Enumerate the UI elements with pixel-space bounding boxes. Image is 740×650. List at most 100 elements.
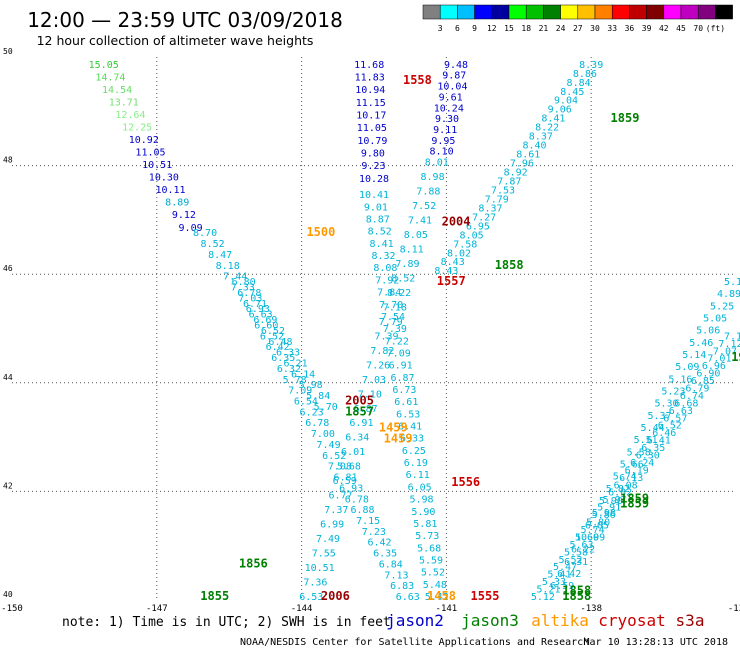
wave-height-value: 6.33 — [276, 348, 300, 359]
wave-height-value: 10.28 — [359, 174, 389, 185]
wave-height-value: 6.77 — [328, 491, 352, 502]
wave-height-value: 5.58 — [564, 547, 588, 558]
wave-height-value: 5.86 — [592, 510, 616, 521]
wave-height-value: 8.92 — [504, 168, 528, 179]
wave-height-value: 7.44 — [223, 272, 247, 283]
wave-height-value: 7.03 — [362, 375, 386, 386]
wave-height-value: 7.09 — [387, 348, 411, 359]
wave-height-value: 6.41 — [647, 436, 671, 447]
wave-height-value: 9.04 — [554, 96, 578, 107]
wave-height-value: 6.63 — [396, 592, 420, 603]
wave-height-value: 6.14 — [291, 369, 315, 380]
wave-height-value: 5.16 — [668, 374, 692, 385]
colorbar-label: 36 — [625, 24, 635, 33]
pass-time-label: 1859 — [620, 497, 649, 511]
wave-height-value: 11.68 — [354, 60, 384, 71]
pass-time-label: 1857 — [345, 404, 374, 418]
wave-height-value: 8.22 — [387, 288, 411, 299]
wave-height-value: 6.53 — [396, 409, 420, 420]
pass-time-label: 1458 — [427, 589, 456, 603]
wave-height-value: 10.30 — [149, 173, 179, 184]
wave-height-value: 5.17 — [724, 277, 740, 288]
colorbar-swatch — [697, 4, 716, 20]
wave-height-value: 9.61 — [439, 92, 463, 103]
wave-height-value: 15.05 — [89, 60, 119, 71]
wave-height-value: 6.83 — [390, 581, 414, 592]
wave-height-value: 10.41 — [359, 190, 389, 201]
wave-height-value: 5.47 — [553, 562, 577, 573]
pass-time-label: 2005 — [345, 394, 374, 408]
wave-height-value: 6.79 — [685, 383, 709, 394]
pass-time-label: 1555 — [471, 589, 500, 603]
wave-height-value: 7.92 — [375, 275, 399, 286]
y-tick-label: 44 — [3, 373, 13, 382]
wave-height-value: 10.17 — [356, 111, 386, 122]
wave-height-value: 5.52 — [558, 555, 582, 566]
y-tick-label: 46 — [3, 264, 13, 273]
wave-height-value: 8.11 — [400, 244, 424, 255]
wave-height-value: 6.88 — [350, 505, 374, 516]
wave-height-value: 7.08 — [328, 462, 352, 473]
satellite-legend: jason2 jason3 altika cryosat s3a — [386, 611, 704, 630]
wave-height-value: 6.78 — [345, 494, 369, 505]
wave-height-value: 7.39 — [383, 324, 407, 335]
wave-height-value: 5.06 — [696, 326, 720, 337]
wave-height-value: 5.12 — [531, 592, 555, 603]
wave-height-value: 11.05 — [357, 123, 387, 134]
wave-height-value: 9.12 — [172, 210, 196, 221]
x-tick-label: -141 — [436, 604, 458, 614]
wave-height-value: 5.33 — [542, 577, 566, 588]
wave-height-value: 7.22 — [385, 336, 409, 347]
colorbar-swatch — [715, 4, 733, 20]
wave-height-value: 6.32 — [277, 364, 301, 375]
colorbar-label: 24 — [556, 24, 566, 33]
wave-height-value: 9.01 — [364, 202, 388, 213]
wave-height-value: 6.34 — [345, 433, 369, 444]
wave-height-value: 6.42 — [266, 342, 290, 353]
wave-height-value: 6.52 — [260, 331, 284, 342]
colorbar-label: 45 — [676, 24, 686, 33]
colorbar-swatch — [491, 4, 510, 20]
wave-height-value: 6.33 — [400, 434, 424, 445]
wave-height-value: 5.23 — [661, 387, 685, 398]
wave-height-value: 6.19 — [404, 458, 428, 469]
wave-height-value: 6.05 — [585, 520, 609, 531]
wave-height-value: 8.61 — [516, 150, 540, 161]
wave-height-value: 11.83 — [355, 73, 385, 84]
satellite-legend-jason3: jason3 — [461, 611, 519, 630]
wave-height-value: 5.80 — [586, 518, 610, 529]
wave-height-value: 6.48 — [268, 337, 292, 348]
wave-height-value: 6.87 — [390, 373, 414, 384]
wave-height-value: 7.54 — [381, 312, 405, 323]
wave-height-value: 5.14 — [682, 350, 706, 361]
pass-time-label: 1858 — [562, 584, 591, 598]
wave-height-value: 6.41 — [398, 422, 422, 433]
wave-height-value: 7.49 — [316, 534, 340, 545]
wave-height-value: 10.04 — [437, 82, 467, 93]
wave-height-value: 7.18 — [724, 331, 740, 342]
wave-height-value: 5.66 — [620, 460, 644, 471]
wave-height-value: 5.74 — [613, 472, 637, 483]
colorbar-swatch — [457, 4, 475, 20]
colorbar-label: 3 — [438, 24, 443, 33]
wave-height-value: 6.74 — [680, 391, 704, 402]
colorbar-label: 42 — [659, 24, 669, 33]
wave-height-value: 5.09 — [675, 362, 699, 373]
wave-height-value: 6.85 — [691, 376, 715, 387]
wave-height-value: 5.51 — [634, 435, 658, 446]
wave-height-value: 6.35 — [271, 353, 295, 364]
wave-height-value: 6.57 — [663, 413, 687, 424]
wave-height-value: 9.11 — [433, 125, 457, 136]
wave-height-value: 6.80 — [232, 277, 256, 288]
wave-height-value: 12.64 — [115, 110, 145, 121]
colorbar-label: 21 — [539, 24, 549, 33]
wave-height-value: 10.92 — [129, 135, 159, 146]
wave-height-value: 8.89 — [165, 198, 189, 209]
wave-height-value: 6.53 — [299, 592, 323, 603]
wave-height-value: 6.21 — [284, 359, 308, 370]
pass-time-label: 2006 — [321, 589, 350, 603]
pass-time-label: 1858 — [562, 589, 591, 603]
wave-height-value: 6.63 — [249, 310, 273, 321]
footer-timestamp: Mar 10 13:28:13 UTC 2018 — [584, 637, 729, 648]
